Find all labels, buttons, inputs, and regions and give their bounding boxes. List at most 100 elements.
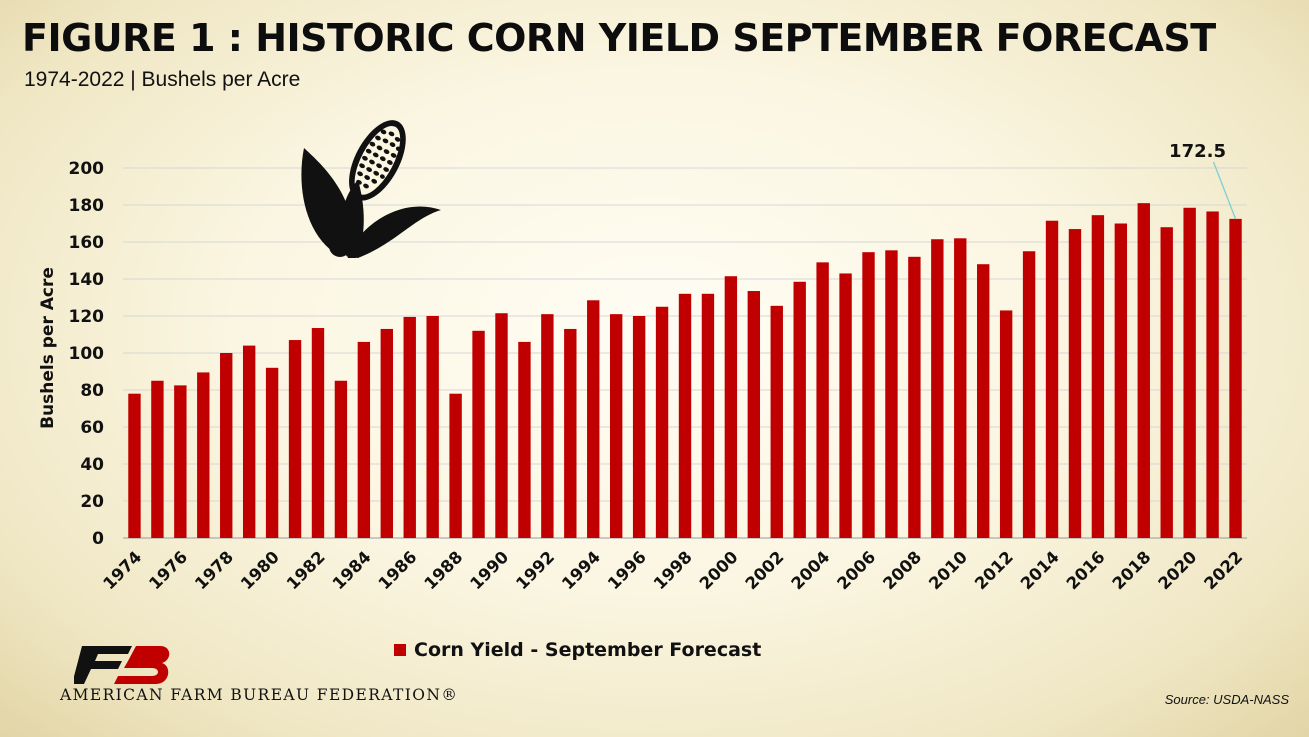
x-tick-label: 2012 — [971, 547, 1017, 593]
bar-1993 — [564, 328, 577, 538]
corn-icon — [301, 120, 441, 258]
bar-2006 — [862, 252, 875, 539]
y-axis-ticks: 0 20 40 60 80 100 120 140 160 180 200 — [69, 159, 105, 549]
bar-2019 — [1160, 227, 1173, 538]
bar-1982 — [311, 328, 325, 538]
x-tick-label: 1984 — [329, 547, 375, 593]
bar-2018 — [1137, 203, 1150, 538]
bar-2011 — [977, 264, 990, 538]
y-tick-label: 40 — [80, 455, 104, 475]
bar-1979 — [242, 345, 256, 538]
y-tick-label: 140 — [69, 270, 105, 290]
x-tick-label: 2006 — [833, 547, 879, 593]
source-note: Source: USDA-NASS — [1164, 692, 1289, 707]
x-tick-label: 1996 — [604, 547, 650, 593]
x-tick-label: 2010 — [925, 547, 971, 593]
y-axis-label: Bushels per Acre — [38, 267, 58, 429]
bar-2002 — [770, 305, 783, 538]
x-tick-label: 1994 — [558, 547, 604, 593]
bar-1983 — [334, 380, 348, 538]
x-tick-label: 2008 — [879, 547, 925, 593]
bar-2005 — [839, 273, 852, 538]
bar-2000 — [724, 276, 738, 538]
bar-1996 — [632, 316, 646, 538]
y-tick-label: 180 — [69, 196, 105, 216]
x-tick-label: 1992 — [512, 547, 558, 593]
bar-1987 — [426, 316, 439, 538]
bar-2022 — [1229, 218, 1242, 538]
x-tick-label: 1978 — [191, 547, 237, 593]
bar-2008 — [908, 256, 921, 538]
callout-line — [1212, 161, 1237, 220]
y-tick-label: 0 — [92, 529, 104, 549]
y-tick-label: 100 — [69, 344, 105, 364]
bar-2014 — [1045, 220, 1059, 538]
bar-1994 — [587, 300, 600, 538]
org-name: AMERICAN FARM BUREAU FEDERATION® — [60, 686, 459, 704]
bar-1975 — [151, 380, 164, 538]
bar-1977 — [197, 372, 210, 538]
x-tick-label: 2004 — [788, 547, 834, 593]
y-tick-label: 80 — [80, 381, 104, 401]
x-tick-label: 1998 — [650, 547, 696, 593]
bar-2003 — [793, 281, 806, 538]
bar-1991 — [518, 341, 531, 538]
bar-1984 — [357, 341, 371, 538]
bar-1989 — [472, 330, 485, 538]
bar-2001 — [747, 291, 761, 538]
legend: Corn Yield - September Forecast — [394, 639, 761, 661]
bar-1985 — [380, 328, 393, 538]
legend-label: Corn Yield - September Forecast — [414, 639, 762, 661]
chart-subtitle: 1974-2022 | Bushels per Acre — [24, 68, 301, 91]
x-tick-label: 1982 — [283, 547, 329, 593]
x-tick-label: 2014 — [1017, 547, 1063, 593]
x-tick-label: 2018 — [1109, 547, 1155, 593]
annotations: 172.5 — [1169, 141, 1237, 220]
bar-1999 — [701, 293, 715, 538]
fb-logo — [74, 646, 170, 684]
bar-series — [128, 203, 1242, 539]
bar-2009 — [931, 239, 944, 538]
bar-2016 — [1091, 215, 1105, 539]
bar-1978 — [220, 353, 233, 538]
bar-1990 — [495, 313, 508, 538]
x-tick-label: 1974 — [99, 547, 145, 593]
bar-2012 — [999, 310, 1013, 538]
afbf-logo: AMERICAN FARM BUREAU FEDERATION® — [60, 646, 480, 706]
x-tick-label: 2022 — [1200, 547, 1246, 593]
bar-2004 — [816, 262, 829, 538]
x-tick-label: 2020 — [1155, 547, 1201, 593]
bar-1988 — [449, 393, 462, 538]
y-tick-label: 200 — [69, 159, 105, 179]
data-label-2022: 172.5 — [1169, 141, 1226, 162]
x-tick-label: 1976 — [145, 547, 191, 593]
y-tick-label: 120 — [69, 307, 105, 327]
bar-1995 — [609, 314, 623, 538]
bar-2017 — [1114, 223, 1128, 538]
bar-2015 — [1068, 229, 1082, 539]
x-axis-ticks: 1974 1976 1978 1980 1982 1984 1986 1988 1990 1992… — [99, 547, 1246, 593]
bar-1997 — [655, 306, 669, 538]
y-tick-label: 160 — [69, 233, 105, 253]
bar-2007 — [885, 250, 898, 538]
bar-2020 — [1183, 207, 1196, 538]
x-tick-label: 1988 — [421, 547, 467, 593]
y-tick-label: 60 — [80, 418, 104, 438]
bar-1974 — [128, 393, 141, 538]
bar-2021 — [1206, 211, 1219, 538]
bar-1980 — [265, 367, 279, 538]
bar-2013 — [1022, 251, 1036, 538]
bar-1986 — [403, 316, 416, 538]
y-tick-label: 20 — [80, 492, 104, 512]
x-tick-label: 1980 — [237, 547, 283, 593]
bar-1981 — [288, 340, 302, 538]
chart-title: FIGURE 1 : HISTORIC CORN YIELD SEPTEMBER… — [22, 16, 1216, 60]
x-tick-label: 1986 — [375, 547, 421, 593]
x-tick-label: 2000 — [696, 547, 742, 593]
legend-swatch — [394, 644, 406, 656]
bar-1992 — [541, 314, 554, 538]
x-tick-label: 2016 — [1063, 547, 1109, 593]
bar-2010 — [954, 238, 967, 539]
bar-1976 — [174, 385, 187, 538]
